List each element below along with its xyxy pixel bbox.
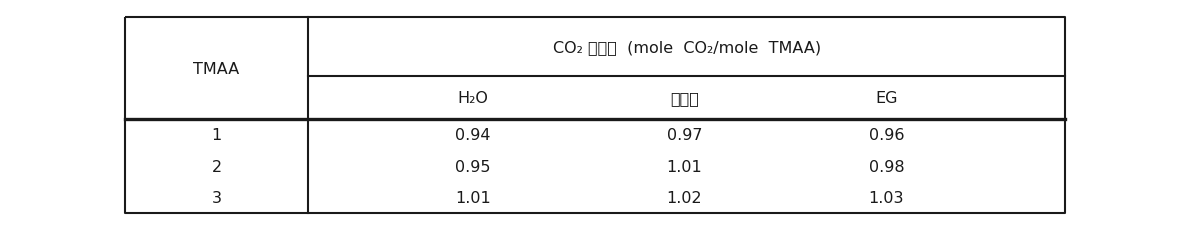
Text: 0.97: 0.97 [666,128,702,143]
Text: EG: EG [875,91,897,106]
Text: 1.01: 1.01 [666,159,702,174]
Text: 2: 2 [212,159,221,174]
Text: 1: 1 [212,128,221,143]
Text: CO₂ 흡수량  (mole  CO₂/mole  TMAA): CO₂ 흡수량 (mole CO₂/mole TMAA) [552,40,821,55]
Text: 1.02: 1.02 [666,190,702,205]
Text: 1.03: 1.03 [869,190,904,205]
Text: 0.96: 0.96 [869,128,904,143]
Text: 0.95: 0.95 [455,159,490,174]
Text: 0.94: 0.94 [455,128,490,143]
Text: TMAA: TMAA [194,62,239,76]
Text: 메탄올: 메탄올 [670,91,699,106]
Text: 1.01: 1.01 [455,190,490,205]
Text: 0.98: 0.98 [869,159,904,174]
Text: H₂O: H₂O [457,91,488,106]
Text: 3: 3 [212,190,221,205]
